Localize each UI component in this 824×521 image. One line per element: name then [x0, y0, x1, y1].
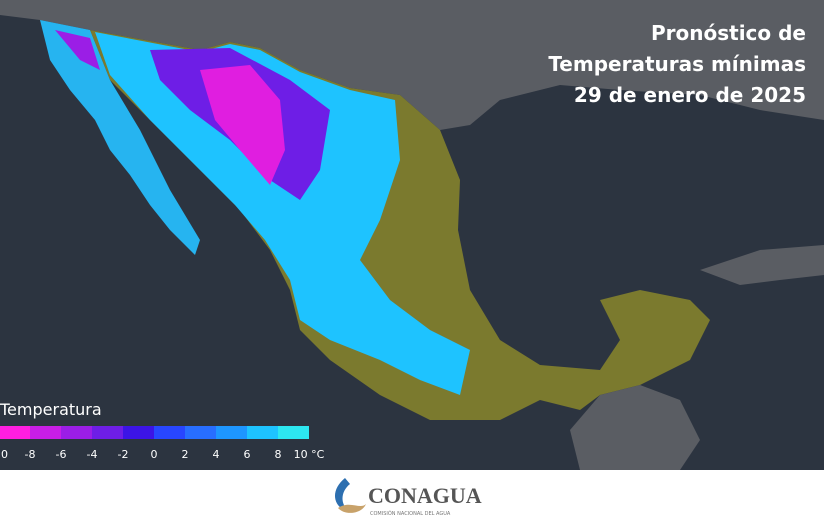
title-line: 29 de enero de 2025 — [574, 83, 806, 107]
coldest-area — [200, 65, 285, 185]
logo-icon — [338, 504, 366, 513]
legend-label: -4 — [87, 448, 98, 461]
legend-swatch — [185, 426, 216, 439]
legend-label: -2 — [118, 448, 129, 461]
legend-swatch — [30, 426, 61, 439]
legend-label: 8 — [275, 448, 282, 461]
legend-swatch — [123, 426, 154, 439]
legend-label: 6 — [244, 448, 251, 461]
legend-swatch — [247, 426, 278, 439]
legend-label: 4 — [213, 448, 220, 461]
legend-label: 10 °C — [294, 448, 325, 461]
legend-label: 2 — [182, 448, 189, 461]
legend: -10 -8 -6 -4 -2 0 2 4 6 8 10 °C — [0, 426, 325, 461]
baja-california — [40, 20, 200, 255]
legend-title: Temperatura — [0, 400, 102, 419]
legend-label: -10 — [0, 448, 8, 461]
central-america — [570, 385, 700, 470]
cold-area — [95, 32, 470, 395]
usa-land — [0, 0, 824, 130]
cold-baja — [55, 30, 100, 70]
footer — [0, 470, 824, 521]
legend-swatch — [216, 426, 247, 439]
logo-icon — [334, 478, 350, 512]
logo-subtitle: COMISIÓN NACIONAL DEL AGUA — [370, 510, 451, 517]
logo-text: CONAGUA — [368, 483, 482, 508]
legend-swatch — [154, 426, 185, 439]
legend-swatch — [0, 426, 30, 439]
title-line: Temperaturas mínimas — [548, 52, 806, 76]
cuba — [700, 245, 824, 285]
title-line: Pronóstico de — [651, 21, 806, 45]
legend-label: -6 — [56, 448, 67, 461]
legend-swatch — [92, 426, 123, 439]
legend-swatch — [61, 426, 92, 439]
legend-label: 0 — [151, 448, 158, 461]
legend-label: -8 — [25, 448, 36, 461]
legend-swatch — [278, 426, 309, 439]
